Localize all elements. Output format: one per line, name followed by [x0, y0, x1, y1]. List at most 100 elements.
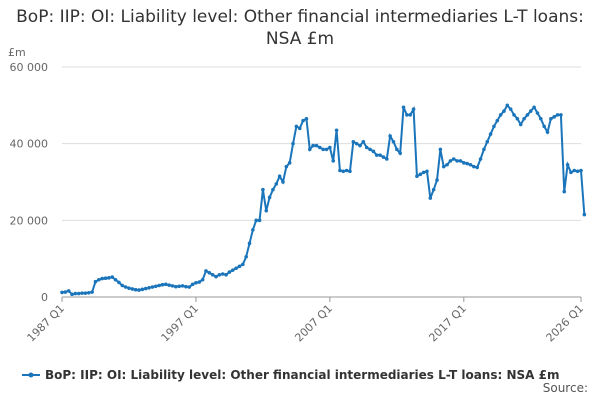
data-point	[294, 124, 299, 129]
data-point	[177, 284, 181, 289]
data-point	[411, 107, 416, 111]
data-point	[314, 143, 319, 148]
data-point	[358, 143, 362, 148]
data-point	[488, 132, 493, 136]
data-point	[364, 145, 369, 150]
data-point	[408, 113, 413, 117]
y-tick-label: 20 000	[10, 214, 49, 227]
data-point	[227, 270, 232, 274]
data-point	[525, 113, 530, 117]
data-point	[123, 285, 128, 289]
data-point	[388, 134, 392, 138]
x-tick-label: 1997 Q1	[159, 302, 202, 345]
data-point	[267, 195, 272, 200]
data-point	[217, 272, 222, 277]
legend-label: BoP: IIP: OI: Liability level: Other fin…	[45, 368, 559, 382]
data-point	[83, 291, 88, 295]
data-point	[415, 174, 419, 179]
data-point	[230, 268, 235, 272]
data-point	[140, 287, 145, 292]
data-point	[318, 145, 322, 150]
data-point	[76, 291, 81, 296]
data-point	[391, 139, 396, 144]
data-point	[542, 124, 546, 129]
data-point	[328, 145, 332, 150]
data-point	[468, 162, 473, 167]
data-point	[80, 291, 84, 295]
data-point	[368, 147, 372, 152]
data-point	[103, 276, 108, 281]
data-point	[441, 164, 446, 169]
data-point	[579, 168, 583, 173]
data-point	[562, 189, 567, 194]
data-point	[515, 116, 520, 121]
data-point	[545, 130, 550, 134]
y-tick-label: 40 000	[10, 138, 49, 151]
data-point	[90, 290, 94, 294]
data-point	[251, 228, 255, 232]
data-point	[502, 109, 506, 113]
data-point	[133, 287, 138, 292]
data-point	[569, 170, 573, 175]
data-point	[431, 187, 436, 192]
x-tick-label: 2007 Q1	[292, 302, 335, 345]
data-point	[284, 164, 289, 169]
data-point	[348, 169, 352, 174]
data-point	[438, 147, 443, 152]
y-tick-label: 60 000	[10, 61, 49, 74]
x-tick-label: 2017 Q1	[426, 302, 469, 345]
data-point	[287, 161, 292, 165]
data-point	[508, 107, 513, 111]
data-point	[354, 141, 359, 146]
data-point	[421, 170, 426, 175]
data-point	[311, 143, 315, 148]
data-point	[539, 116, 543, 121]
data-point	[448, 159, 453, 163]
data-point	[110, 275, 115, 279]
data-point	[559, 113, 563, 117]
data-point	[234, 266, 238, 271]
data-point	[197, 280, 202, 284]
data-point	[384, 157, 389, 161]
data-point	[97, 277, 101, 282]
data-point	[425, 169, 429, 174]
data-point	[120, 283, 125, 288]
data-point	[572, 168, 577, 173]
data-point	[63, 290, 68, 294]
data-point	[451, 157, 456, 161]
data-point	[261, 187, 265, 192]
data-point	[93, 279, 98, 284]
data-point	[472, 164, 476, 169]
data-point	[187, 285, 192, 289]
data-point	[297, 126, 302, 131]
data-point	[492, 124, 496, 129]
data-point	[401, 105, 406, 110]
data-point	[361, 139, 366, 144]
data-point	[60, 290, 64, 295]
data-point	[147, 286, 151, 290]
data-point	[143, 286, 148, 291]
data-point	[150, 285, 155, 289]
data-point	[210, 272, 215, 277]
data-point	[582, 212, 587, 217]
data-point	[157, 283, 161, 288]
data-point	[528, 109, 533, 113]
data-point	[184, 284, 188, 289]
data-point	[555, 113, 560, 117]
data-point	[395, 147, 399, 152]
data-point	[130, 287, 135, 291]
y-tick-label: 0	[41, 291, 48, 304]
data-point	[398, 151, 402, 156]
data-point	[478, 157, 483, 161]
data-point	[190, 282, 195, 287]
data-point	[498, 113, 503, 117]
data-point	[512, 113, 516, 117]
data-point	[70, 292, 74, 297]
data-point	[117, 280, 121, 285]
data-point	[174, 284, 178, 289]
data-point	[505, 103, 510, 108]
data-point	[458, 159, 463, 163]
y-unit: £m	[8, 46, 26, 59]
data-point	[73, 291, 78, 296]
